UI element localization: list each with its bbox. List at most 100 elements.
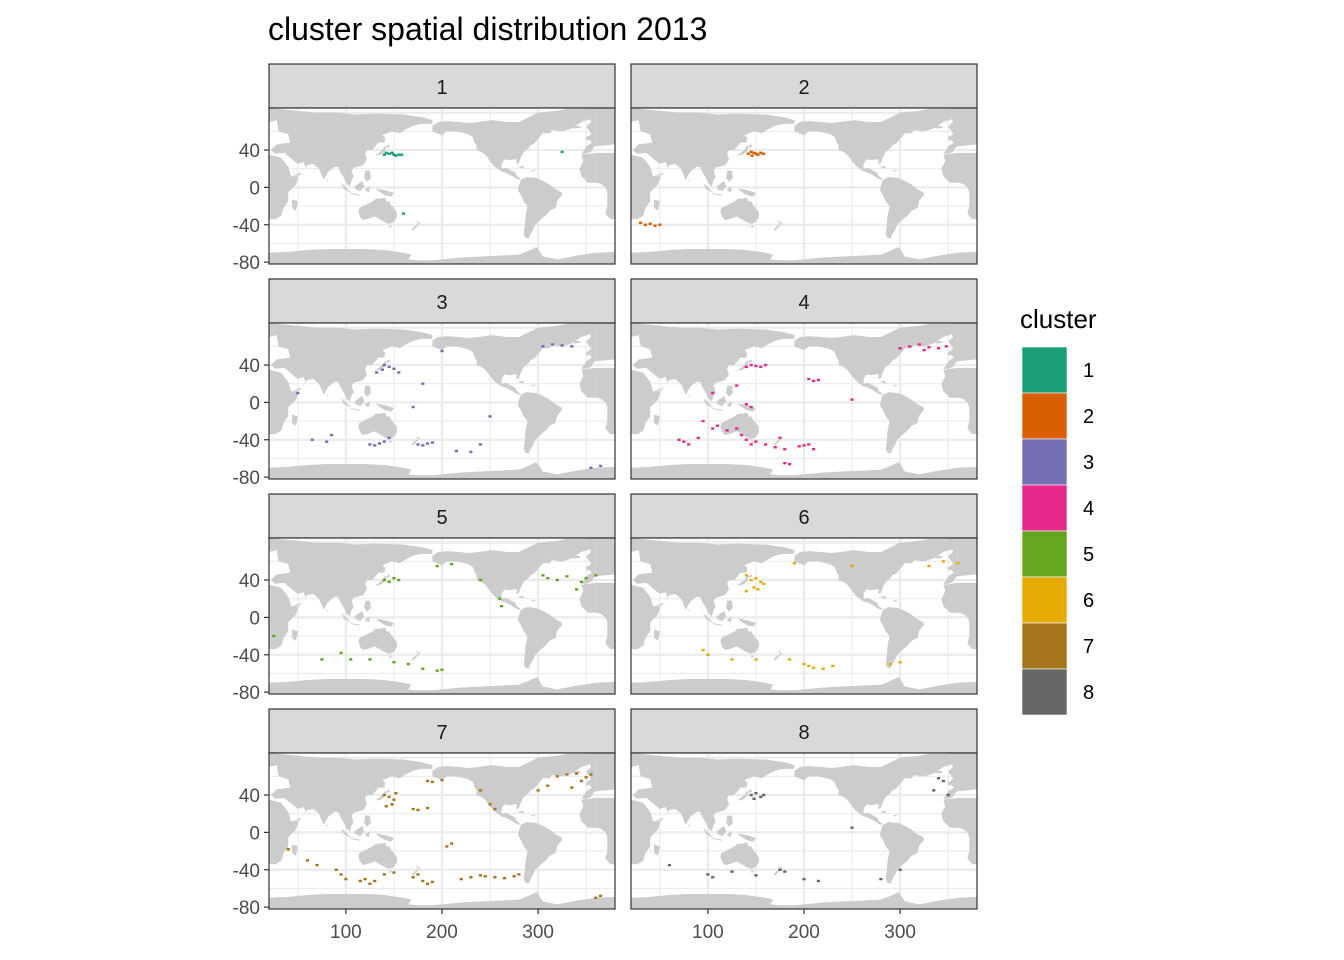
data-point — [749, 405, 753, 409]
facet-panel-1: 1 40 0 -40 -80 — [233, 63, 616, 274]
data-point — [565, 773, 569, 776]
data-point — [416, 443, 420, 446]
data-point — [754, 791, 758, 795]
data-point — [584, 576, 588, 580]
cluster-points — [272, 562, 598, 672]
data-point — [787, 462, 792, 466]
legend-key-8 — [1021, 668, 1068, 716]
data-point — [541, 574, 545, 577]
data-point — [749, 363, 753, 367]
data-point — [454, 449, 459, 453]
data-point — [430, 780, 434, 784]
data-point — [387, 795, 391, 799]
data-point — [392, 661, 396, 664]
panel-plot-area — [269, 538, 615, 694]
data-point — [392, 871, 396, 874]
data-point — [711, 427, 715, 430]
panel-border — [630, 537, 978, 695]
data-point — [488, 803, 492, 806]
y-tick-label: -40 — [233, 431, 260, 452]
legend-key-5 — [1021, 530, 1068, 578]
y-tick-label: 40 — [239, 571, 260, 592]
data-point — [762, 793, 766, 797]
data-point — [749, 793, 753, 797]
y-tick-label: 0 — [249, 608, 260, 629]
data-point — [701, 419, 705, 423]
data-point — [756, 588, 760, 591]
data-point — [368, 882, 372, 885]
data-point — [754, 440, 758, 443]
data-point — [368, 658, 372, 661]
data-point — [792, 562, 796, 565]
data-point — [375, 371, 379, 374]
data-point — [744, 438, 748, 441]
data-point — [339, 651, 343, 655]
data-point — [944, 345, 948, 348]
data-point — [411, 405, 415, 409]
data-point — [821, 667, 825, 670]
data-point — [459, 877, 463, 881]
data-point — [478, 443, 483, 446]
data-point — [400, 153, 404, 156]
data-point — [812, 379, 816, 383]
data-point — [387, 436, 391, 440]
data-point — [898, 868, 902, 871]
facet-strip — [630, 63, 978, 109]
data-point — [377, 442, 382, 445]
data-point — [598, 464, 603, 468]
panel-plot-area — [269, 753, 615, 909]
facet-panel-2: 2 — [630, 63, 978, 265]
y-axis: 40 0 -40 -80 — [233, 141, 269, 274]
data-point — [499, 604, 504, 608]
data-point — [382, 363, 386, 367]
panel-plot-area — [269, 323, 615, 479]
data-point — [816, 879, 821, 883]
data-point — [797, 445, 801, 448]
facet-panel-5: 5 40 0 -40 -80 — [233, 493, 616, 704]
facet-strip-label: 7 — [436, 722, 447, 744]
data-point — [677, 438, 681, 441]
data-point — [478, 874, 483, 877]
data-point — [425, 779, 430, 783]
data-point — [390, 151, 394, 155]
data-point — [334, 868, 338, 871]
data-point — [478, 789, 483, 792]
panel-plot-area — [269, 108, 615, 264]
data-point — [639, 221, 643, 225]
data-point — [941, 779, 945, 783]
data-point — [754, 364, 758, 368]
data-point — [888, 662, 893, 666]
data-point — [349, 658, 353, 661]
data-point — [579, 580, 583, 584]
cluster-points — [286, 772, 603, 899]
data-point — [750, 154, 754, 157]
data-point — [394, 791, 398, 795]
x-axis-left: 100 200 300 — [330, 909, 554, 943]
data-point — [927, 564, 931, 568]
y-tick-label: 0 — [249, 823, 260, 844]
data-point — [756, 153, 760, 156]
data-point — [807, 664, 811, 668]
data-point — [667, 863, 672, 867]
data-point — [759, 365, 763, 369]
facet-strip — [630, 708, 978, 754]
panel-plot-area — [631, 753, 977, 909]
data-point — [387, 365, 391, 369]
facet-strip — [630, 493, 978, 539]
data-point — [696, 436, 700, 440]
data-point — [598, 894, 603, 898]
data-point — [589, 466, 593, 469]
data-point — [754, 658, 758, 661]
panel-border — [630, 107, 978, 265]
data-point — [517, 873, 521, 876]
data-point — [380, 368, 385, 371]
legend-key-7 — [1021, 622, 1068, 670]
legend-key-4 — [1021, 484, 1068, 532]
data-point — [936, 347, 941, 350]
data-point — [850, 826, 854, 829]
data-point — [749, 150, 753, 154]
data-point — [589, 773, 593, 776]
data-point — [653, 224, 657, 227]
data-point — [752, 151, 756, 155]
